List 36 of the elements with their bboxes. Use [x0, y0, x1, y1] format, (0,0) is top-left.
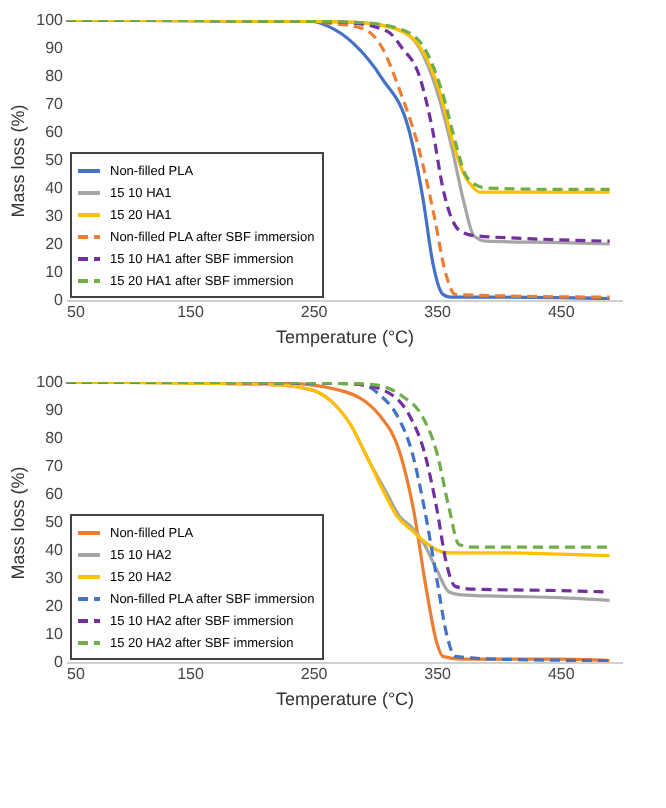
y-tick-label: 10 [45, 625, 65, 643]
y-tick-label: 60 [45, 123, 65, 141]
y-tick-label: 40 [45, 541, 65, 559]
y-tick-label: 80 [45, 429, 65, 447]
y-tick-label: 50 [45, 151, 65, 169]
x-tick-label: 150 [177, 665, 205, 683]
y-axis-title: Mass loss (%) [8, 466, 29, 580]
x-axis-title: Temperature (°C) [275, 689, 415, 709]
y-tick-label: 90 [45, 401, 65, 419]
y-tick-label: 70 [45, 95, 65, 113]
y-tick-label: 80 [45, 67, 65, 85]
y-tick-label: 30 [45, 569, 65, 587]
x-tick-label: 350 [424, 665, 453, 683]
y-axis-title: Mass loss (%) [8, 104, 29, 218]
x-tick-label: 250 [300, 303, 329, 321]
x-tick-label: 350 [424, 303, 453, 321]
x-tick-label: 50 [67, 665, 86, 683]
x-tick-label: 50 [67, 303, 86, 321]
y-tick-label: 60 [45, 485, 65, 503]
y-tick-label: 50 [45, 513, 65, 531]
y-tick-label: 100 [36, 373, 65, 391]
y-tick-label: 20 [45, 597, 65, 615]
y-tick-label: 0 [54, 653, 65, 671]
y-tick-label: 90 [45, 39, 65, 57]
y-tick-label: 30 [45, 207, 65, 225]
x-tick-label: 450 [547, 665, 576, 683]
y-tick-label: 40 [45, 179, 65, 197]
x-tick-label: 250 [300, 665, 329, 683]
y-tick-label: 20 [45, 235, 65, 253]
y-tick-label: 70 [45, 457, 65, 475]
y-tick-label: 100 [36, 11, 65, 29]
x-tick-label: 450 [547, 303, 576, 321]
x-axis-title: Temperature (°C) [275, 327, 415, 347]
x-tick-label: 150 [177, 303, 205, 321]
y-tick-label: 10 [45, 263, 65, 281]
y-tick-label: 0 [54, 291, 65, 309]
